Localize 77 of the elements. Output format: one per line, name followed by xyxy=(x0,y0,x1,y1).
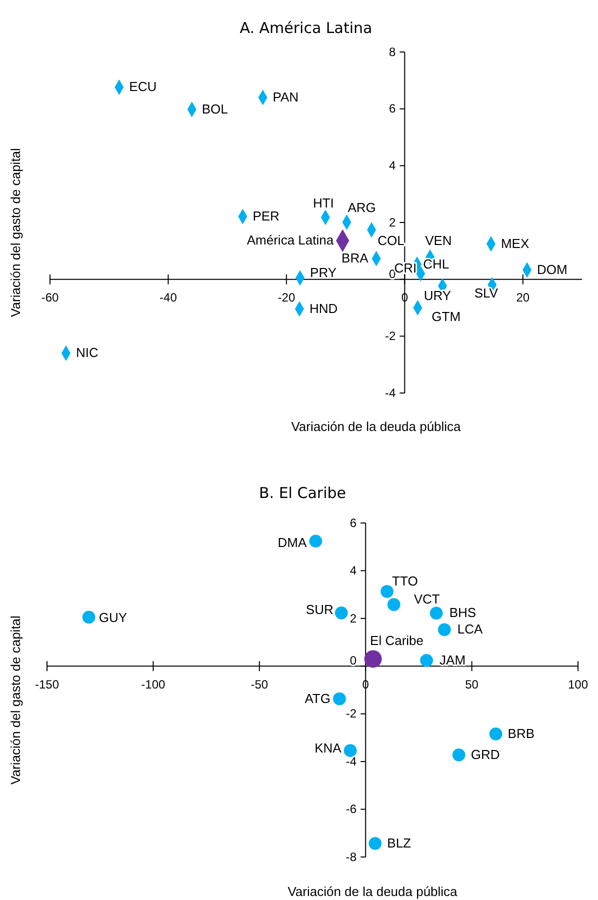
annotation: ECU xyxy=(129,79,157,94)
point xyxy=(430,606,443,620)
point xyxy=(489,727,502,740)
y-tick-label: 0 xyxy=(388,266,396,281)
y-tick-label: 6 xyxy=(350,516,357,530)
x-axis-title: Variación de la deuda pública xyxy=(288,884,458,899)
annotation: PAN xyxy=(272,89,299,104)
y-tick-label: -2 xyxy=(346,706,357,721)
annotation: DMA xyxy=(278,535,308,550)
annotation: MEX xyxy=(500,236,530,251)
y-tick-label: -8 xyxy=(346,850,357,864)
point xyxy=(380,585,394,598)
annotation: VCT xyxy=(414,592,440,607)
point xyxy=(452,748,466,762)
y-tick-label: 6 xyxy=(388,102,396,116)
point xyxy=(420,654,433,667)
annotation: ATG xyxy=(304,690,330,706)
x-tick-label: -40 xyxy=(160,290,178,305)
annotation: BLZ xyxy=(387,835,412,850)
annotation: SLV xyxy=(474,286,498,301)
x-tick-label: -50 xyxy=(250,678,268,692)
annotation: ARG xyxy=(348,200,376,216)
x-tick-label: -20 xyxy=(278,290,296,305)
annotation: HTI xyxy=(312,195,334,210)
y-tick-label: -2 xyxy=(384,329,396,344)
annotation: COL xyxy=(378,232,404,248)
annotation: BRB xyxy=(508,726,535,741)
y-tick-label: -4 xyxy=(346,754,357,768)
annotation: BOL xyxy=(202,101,228,116)
y-tick-label: 2 xyxy=(388,215,396,230)
point xyxy=(333,692,346,706)
annotation: GRD xyxy=(470,746,500,762)
y-tick-label: -4 xyxy=(384,386,396,400)
point xyxy=(387,598,400,612)
chart-title: B. El Caribe xyxy=(259,484,346,502)
annotation: NIC xyxy=(76,345,98,360)
x-tick-label: -60 xyxy=(41,290,59,305)
y-tick-label: 2 xyxy=(350,611,357,626)
chart-title: A. América Latina xyxy=(240,19,372,37)
annotation: SUR xyxy=(306,602,334,617)
x-tick-label: 100 xyxy=(568,678,588,692)
annotation: LCA xyxy=(457,622,484,637)
point xyxy=(344,744,357,758)
annotation: GTM xyxy=(432,308,461,324)
annotation: PER xyxy=(252,208,280,224)
x-tick-label: 20 xyxy=(516,290,530,305)
annotation: DOM xyxy=(537,262,568,277)
y-axis-title: Variación del gasto de capital xyxy=(8,615,23,784)
point xyxy=(368,836,382,850)
annotation: El Caribe xyxy=(370,632,424,648)
x-tick-label: 50 xyxy=(465,678,479,692)
point xyxy=(82,610,96,624)
y-tick-label: 0 xyxy=(350,654,357,668)
annotation: BRA xyxy=(342,250,369,266)
point xyxy=(309,534,322,548)
x-tick-label: -150 xyxy=(34,678,60,692)
point xyxy=(364,650,382,668)
x-axis-title: Variación de la deuda pública xyxy=(291,419,462,434)
annotation: GUY xyxy=(98,610,128,626)
annotation: HND xyxy=(309,300,338,316)
y-tick-label: -6 xyxy=(346,802,357,816)
y-axis-title: Variación del gasto de capital xyxy=(8,148,23,317)
annotation: PRY xyxy=(310,264,337,280)
annotation: KNA xyxy=(314,740,342,756)
y-tick-label: 4 xyxy=(388,158,396,173)
annotation: CHL xyxy=(423,256,450,272)
point xyxy=(334,606,348,620)
point xyxy=(438,623,451,636)
annotation: JAM xyxy=(440,652,466,668)
annotation: América Latina xyxy=(246,232,334,248)
annotation: TTO xyxy=(392,573,418,588)
x-tick-label: -100 xyxy=(141,678,166,692)
annotation: URY xyxy=(424,288,452,303)
y-tick-label: 8 xyxy=(388,44,396,59)
annotation: VEN xyxy=(425,233,452,248)
y-tick-label: 4 xyxy=(350,564,357,578)
annotation: BHS xyxy=(449,605,476,620)
